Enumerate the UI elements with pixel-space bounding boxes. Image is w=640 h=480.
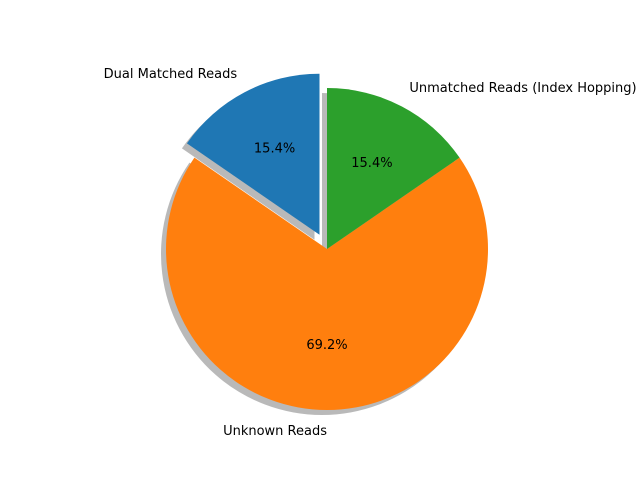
pct-label-unmatched-reads-index-hopping: 15.4% (351, 156, 392, 171)
label-layer: 15.4% Dual Matched Reads 69.2% Unknown Read… (104, 67, 637, 439)
pct-label-dual-matched-reads: 15.4% (254, 142, 295, 157)
slice-label-unknown-reads: Unknown Reads (223, 424, 327, 439)
slice-layer (166, 73, 488, 411)
slice-dual-matched-reads (186, 73, 320, 235)
slice-unmatched-reads-index-hopping (327, 88, 460, 249)
slice-unknown-reads (166, 157, 488, 411)
slice-label-dual-matched-reads: Dual Matched Reads (104, 67, 238, 82)
pct-label-unknown-reads: 69.2% (306, 338, 347, 353)
slice-label-unmatched-reads-index-hopping: Unmatched Reads (Index Hopping) (409, 81, 636, 96)
